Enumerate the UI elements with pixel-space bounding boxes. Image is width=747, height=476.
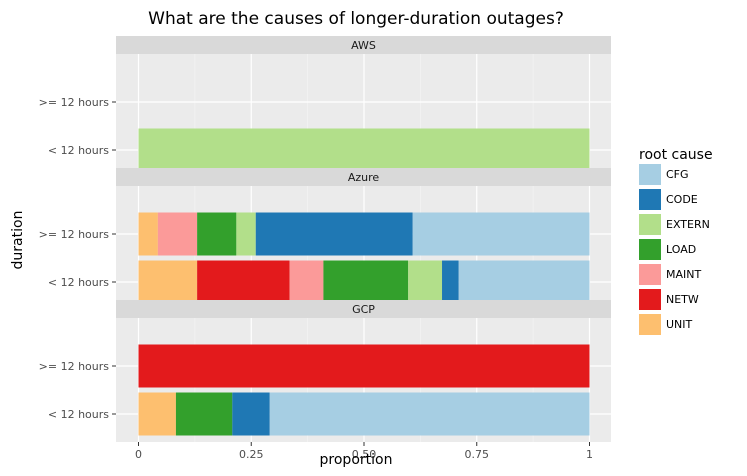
bar-segment-code: [255, 212, 413, 256]
bar-segment-extern: [408, 260, 443, 304]
x-tick-label: 0.25: [239, 448, 264, 461]
bar-segment-extern: [236, 212, 256, 256]
bar-segment-load: [175, 392, 233, 436]
chart-title: What are the causes of longer-duration o…: [148, 9, 564, 29]
y-tick-label: < 12 hours: [48, 144, 109, 157]
legend-title: root cause: [639, 147, 713, 163]
legend-label: UNIT: [666, 318, 693, 331]
facet-label: Azure: [348, 171, 380, 184]
x-axis: 0 0.25 0.50 0.75 1: [135, 442, 593, 461]
bar-segment-load: [197, 212, 237, 256]
y-tick-label: >= 12 hours: [39, 96, 110, 109]
bar-segment-unit: [138, 212, 158, 256]
panel-aws: AWS >= 12 hours < 12 hours: [39, 36, 611, 178]
legend-label: CFG: [666, 168, 689, 181]
panel-azure: Azure >= 12 hours < 12 hours: [39, 168, 611, 310]
x-tick-label: 1: [586, 448, 593, 461]
legend-label: LOAD: [666, 243, 696, 256]
legend-label: NETW: [666, 293, 699, 306]
legend-key-code: [639, 189, 661, 210]
bar-segment-code: [442, 260, 459, 304]
chart-panels: AWS >= 12 hours < 12 hours Azure >= 12 hours…: [39, 36, 611, 461]
legend-key-cfg: [639, 164, 661, 185]
legend-label: MAINT: [666, 268, 701, 281]
y-tick-label: < 12 hours: [48, 276, 109, 289]
bar-segment-netw: [138, 344, 590, 388]
legend-key-maint: [639, 264, 661, 285]
bar-segment-cfg: [269, 392, 590, 436]
facet-strip: [116, 36, 611, 54]
bar-segment-maint: [157, 212, 198, 256]
bar-segment-unit: [138, 392, 176, 436]
y-axis-title: duration: [10, 211, 26, 270]
y-tick-label: >= 12 hours: [39, 360, 110, 373]
legend: root cause CFG CODE EXTERN LOAD MAINT NETW UNI…: [639, 147, 713, 335]
bar-segment-cfg: [458, 260, 590, 304]
facet-strip: [116, 168, 611, 186]
bar-segment-load: [323, 260, 409, 304]
legend-key-unit: [639, 314, 661, 335]
legend-key-netw: [639, 289, 661, 310]
legend-label: EXTERN: [666, 218, 710, 231]
legend-key-extern: [639, 214, 661, 235]
x-tick-label: 0.75: [465, 448, 490, 461]
facet-strip: [116, 300, 611, 318]
bar-segment-extern: [138, 128, 590, 172]
bar-segment-netw: [197, 260, 290, 304]
bar-segment-code: [232, 392, 270, 436]
bar-segment-cfg: [412, 212, 590, 256]
bar-segment-unit: [138, 260, 198, 304]
legend-key-load: [639, 239, 661, 260]
x-tick-label: 0.50: [352, 448, 377, 461]
y-tick-label: < 12 hours: [48, 408, 109, 421]
x-axis-title: proportion: [320, 452, 393, 468]
x-tick-label: 0: [135, 448, 142, 461]
facet-label: GCP: [352, 303, 375, 316]
y-tick-label: >= 12 hours: [39, 228, 110, 241]
bar-segment-maint: [289, 260, 324, 304]
legend-label: CODE: [666, 193, 698, 206]
facet-label: AWS: [351, 39, 376, 52]
panel-gcp: GCP >= 12 hours < 12 hours: [39, 300, 611, 442]
